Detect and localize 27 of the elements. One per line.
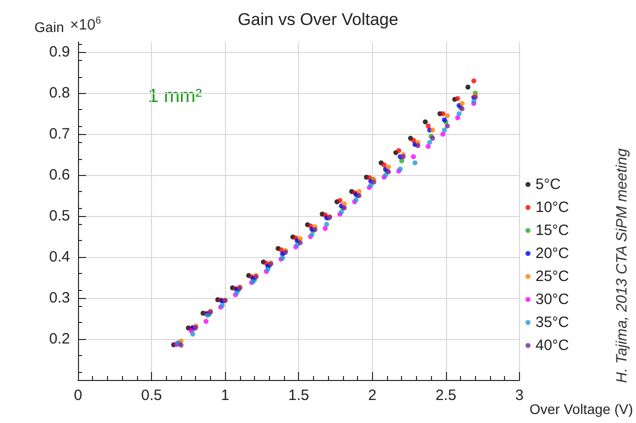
chart-title: Gain vs Over Voltage xyxy=(238,10,398,29)
x-tick-label: 3 xyxy=(515,387,524,404)
x-axis-title: Over Voltage (V) xyxy=(530,401,633,417)
x-tick-label: 0 xyxy=(74,387,82,404)
y-axis-title: Gain xyxy=(34,19,64,35)
legend-label: 15°C xyxy=(535,222,570,239)
y-tick-label: 0.9 xyxy=(49,44,70,61)
legend-label: 20°C xyxy=(535,245,570,262)
y-tick-label: 0.6 xyxy=(49,166,70,184)
legend-label: 35°C xyxy=(535,314,570,331)
y-tick-label: 0.7 xyxy=(49,126,70,143)
x-tick-label: 1.5 xyxy=(288,387,310,404)
legend-label: 30°C xyxy=(535,291,570,308)
legend-label: 10°C xyxy=(535,199,570,216)
y-tick-label: 0.5 xyxy=(49,208,70,225)
legend-label: 40°C xyxy=(535,337,570,354)
y-tick-label: 0.3 xyxy=(49,290,70,307)
x-tick-label: 0.5 xyxy=(141,387,162,404)
y-tick-label: 0.8 xyxy=(49,84,70,102)
y-tick-label: 0.2 xyxy=(49,330,70,348)
legend-label: 25°C xyxy=(535,268,570,285)
legend-label: 5°C xyxy=(535,176,561,193)
y-tick-label: 0.4 xyxy=(49,248,70,266)
x-tick-label: 2 xyxy=(368,387,376,404)
text: H. Tajima, 2013 CTA SiPM meeting xyxy=(614,148,630,383)
x-tick-label: 2.5 xyxy=(435,387,456,404)
x-tick-label: 1 xyxy=(220,387,230,404)
